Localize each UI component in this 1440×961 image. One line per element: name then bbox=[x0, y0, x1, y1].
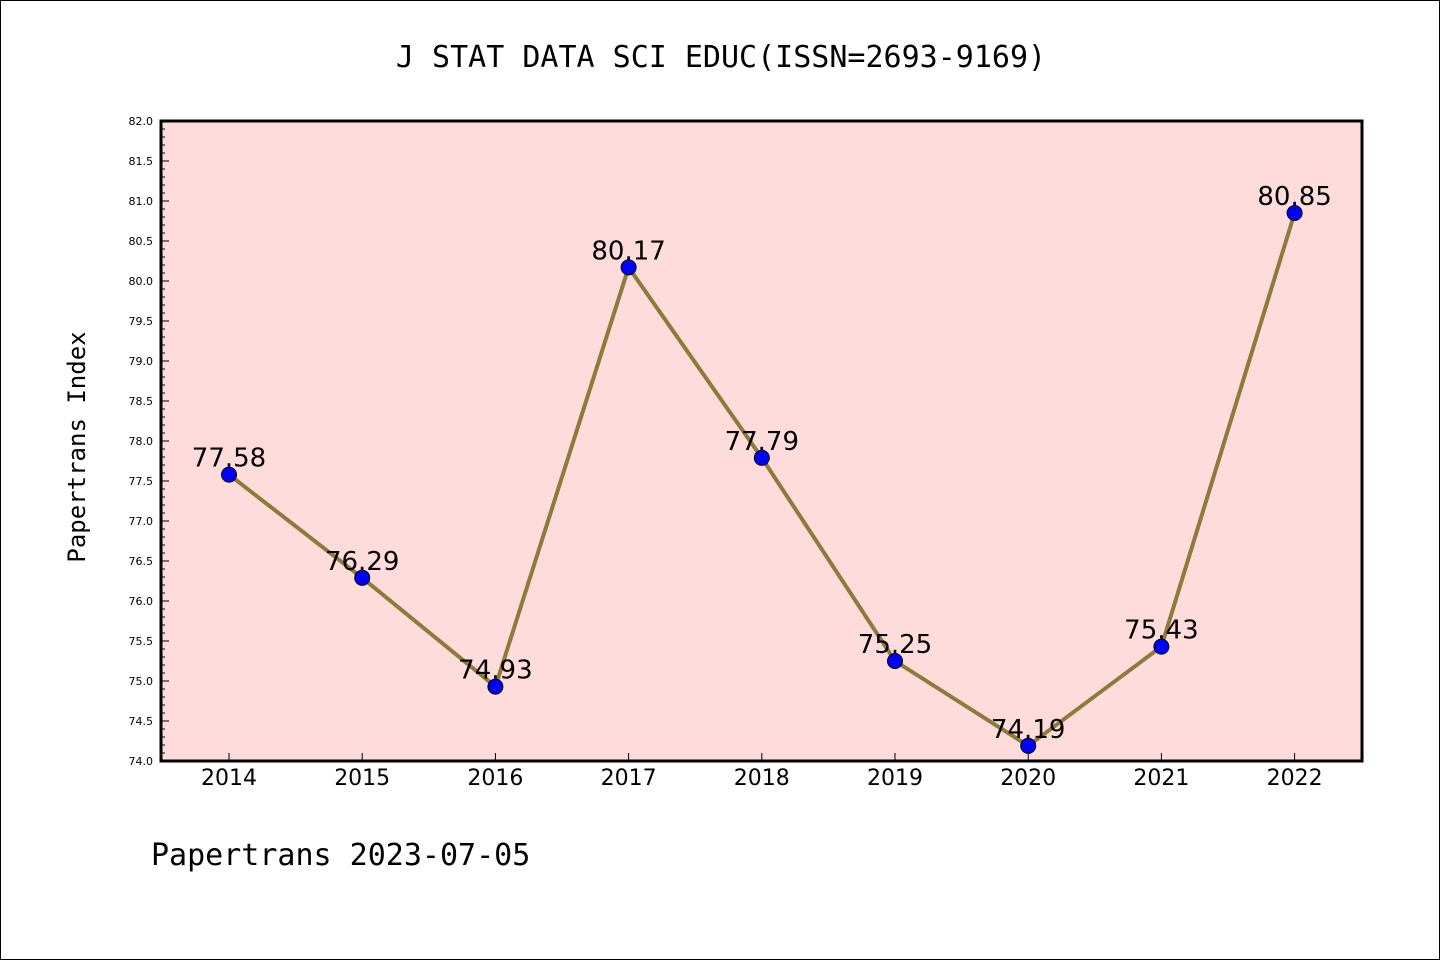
x-tick-label: 2020 bbox=[1000, 766, 1056, 791]
y-tick-label: 78.5 bbox=[129, 395, 154, 408]
data-point bbox=[620, 259, 637, 276]
x-tick-label: 2022 bbox=[1267, 766, 1323, 791]
y-tick-label: 78.0 bbox=[129, 435, 154, 448]
data-label: 76.29 bbox=[325, 547, 399, 577]
chart-title: J STAT DATA SCI EDUC(ISSN=2693-9169) bbox=[396, 40, 1046, 75]
y-tick-label: 79.0 bbox=[129, 355, 154, 368]
y-tick-label: 82.0 bbox=[129, 115, 154, 128]
x-tick-label: 2019 bbox=[867, 766, 923, 791]
data-point bbox=[1153, 638, 1170, 655]
data-label: 75.25 bbox=[858, 630, 932, 660]
data-point bbox=[887, 653, 903, 669]
y-tick-label: 77.0 bbox=[129, 515, 154, 528]
data-point bbox=[487, 678, 504, 695]
y-tick-label: 81.0 bbox=[129, 195, 154, 208]
x-tick-label: 2014 bbox=[201, 766, 257, 791]
data-label: 80.17 bbox=[591, 236, 665, 266]
x-tick-label: 2015 bbox=[334, 766, 390, 791]
data-label: 75.43 bbox=[1124, 616, 1198, 646]
x-tick-label: 2016 bbox=[467, 766, 523, 791]
data-label: 77.58 bbox=[192, 444, 266, 474]
x-axis-ticks: 2014 2015 2016 2017 2018 2019 2020 2021 2022 bbox=[201, 753, 1323, 791]
x-tick-label: 2017 bbox=[601, 766, 657, 791]
series-layer: 77.58 76.29 74.93 80.17 77.79 75.25 74.19 75.43… bbox=[192, 182, 1332, 754]
x-tick-label: 2018 bbox=[734, 766, 790, 791]
data-label: 74.19 bbox=[991, 715, 1065, 745]
data-label: 77.79 bbox=[725, 427, 799, 457]
y-tick-label: 80.0 bbox=[129, 275, 154, 288]
footer-text: Papertrans 2023-07-05 bbox=[151, 838, 530, 873]
data-label: 74.93 bbox=[458, 656, 532, 686]
data-point bbox=[1286, 205, 1303, 221]
data-point bbox=[753, 449, 770, 466]
y-tick-label: 76.0 bbox=[129, 595, 154, 608]
y-axis-ticks: 74.0 74.5 75.0 75.5 76.0 76.5 77.0 77.5 78.0 78.5… bbox=[129, 115, 169, 768]
y-tick-label: 74.5 bbox=[129, 715, 154, 728]
data-point bbox=[221, 466, 237, 483]
data-point bbox=[1020, 737, 1037, 754]
y-tick-label: 81.5 bbox=[129, 155, 154, 168]
data-label: 80.85 bbox=[1257, 182, 1331, 212]
y-tick-label: 79.5 bbox=[129, 315, 154, 328]
y-tick-label: 74.0 bbox=[129, 755, 154, 768]
y-tick-label: 75.0 bbox=[129, 675, 154, 688]
y-tick-label: 80.5 bbox=[129, 235, 154, 248]
y-tick-label: 77.5 bbox=[129, 475, 154, 488]
y-tick-label: 75.5 bbox=[129, 635, 154, 648]
data-point bbox=[354, 569, 371, 586]
x-tick-label: 2021 bbox=[1133, 766, 1189, 791]
y-tick-label: 76.5 bbox=[129, 555, 154, 568]
y-axis-label: Papertrans Index bbox=[63, 331, 91, 562]
